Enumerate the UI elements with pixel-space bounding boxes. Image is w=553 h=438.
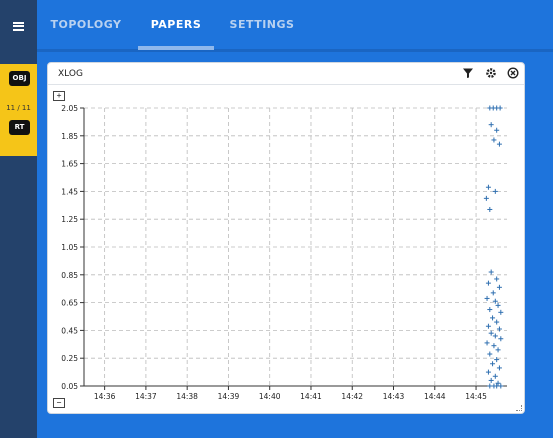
scatter-point[interactable] [495,347,501,353]
x-tick-label: 14:45 [465,392,487,401]
scatter-point[interactable] [491,137,497,143]
zoom-in-button[interactable]: + [53,91,65,101]
filter-icon[interactable] [462,67,474,79]
y-tick-label: 2.05 [61,104,78,113]
scatter-point[interactable] [494,276,500,282]
y-tick-label: 1.05 [61,243,78,252]
y-tick-label: 1.45 [61,187,78,196]
y-tick-label: 1.85 [61,132,78,141]
scatter-point[interactable] [487,206,493,212]
scatter-point[interactable] [492,373,498,379]
y-tick-label: 0.45 [61,326,78,335]
x-tick-label: 14:38 [176,392,198,401]
x-tick-label: 14:36 [94,392,116,401]
y-tick-label: 0.05 [61,382,78,391]
scatter-point[interactable] [483,195,489,201]
xlog-chart[interactable]: 0.05 0.25 0.45 0.65 0.85 1.05 1.25 1.45 1.65 1.85… [48,86,524,413]
x-tick-label: 14:37 [135,392,157,401]
scatter-point[interactable] [487,307,493,313]
scatter-point[interactable] [491,343,497,349]
active-tab-indicator [138,46,214,50]
scatter-point[interactable] [497,105,503,111]
obj-count: 11 / 11 [6,104,31,112]
top-nav-bar: TOPOLOGY PAPERS SETTINGS [0,0,553,52]
close-icon[interactable] [507,67,519,79]
scatter-point[interactable] [496,326,502,332]
x-tick-label: 14:42 [341,392,363,401]
scatter-point[interactable] [492,333,498,339]
scatter-point[interactable] [485,184,491,190]
panel-header: XLOG [48,63,524,85]
scatter-point[interactable] [490,315,496,321]
scatter-point[interactable] [495,302,501,308]
gear-icon[interactable] [485,67,497,79]
scatter-point[interactable] [495,380,501,386]
tab-papers[interactable]: PAPERS [150,18,202,31]
scatter-point[interactable] [488,330,494,336]
scatter-point[interactable] [484,295,490,301]
scatter-point[interactable] [496,365,502,371]
x-tick-label: 14:44 [424,392,446,401]
scatter-point[interactable] [485,323,491,329]
scatter-point[interactable] [484,340,490,346]
y-tick-label: 1.25 [61,215,78,224]
scatter-point[interactable] [498,309,504,315]
scatter-point[interactable] [488,377,494,383]
y-tick-label: 0.85 [61,271,78,280]
scatter-point[interactable] [498,383,504,389]
scatter-point[interactable] [498,336,504,342]
panel-title: XLOG [58,69,83,79]
scatter-point[interactable] [496,141,502,147]
y-tick-label: 0.65 [61,299,78,308]
tab-topology[interactable]: TOPOLOGY [50,18,122,31]
y-tick-label: 0.25 [61,354,78,363]
tab-settings[interactable]: SETTINGS [229,18,295,31]
scatter-point[interactable] [492,298,498,304]
scatter-point[interactable] [485,280,491,286]
scatter-point[interactable] [485,369,491,375]
x-tick-label: 14:39 [218,392,240,401]
scatter-point[interactable] [492,188,498,194]
hamburger-menu-icon[interactable] [0,0,37,52]
rt-badge[interactable]: RT [9,120,30,135]
obj-section[interactable]: OBJ 11 / 11 [0,64,37,156]
resize-handle[interactable] [516,405,522,411]
x-tick-label: 14:43 [383,392,405,401]
scatter-point[interactable] [494,357,500,363]
zoom-out-button[interactable]: − [53,398,65,408]
xlog-panel: XLOG 0.05 0.25 0.45 0.65 0.85 1.05 1.25 1.45 1.6… [47,62,525,414]
scatter-point[interactable] [487,351,493,357]
scatter-point[interactable] [496,284,502,290]
scatter-point[interactable] [490,361,496,367]
scatter-point[interactable] [490,290,496,296]
x-tick-label: 14:41 [300,392,322,401]
scatter-point[interactable] [488,122,494,128]
scatter-point[interactable] [488,269,494,275]
y-tick-label: 1.65 [61,160,78,169]
sidebar: OBJ 11 / 11 RT [0,52,37,438]
x-tick-label: 14:40 [259,392,281,401]
scatter-point[interactable] [494,127,500,133]
scatter-point[interactable] [494,319,500,325]
obj-badge[interactable]: OBJ [9,71,30,86]
